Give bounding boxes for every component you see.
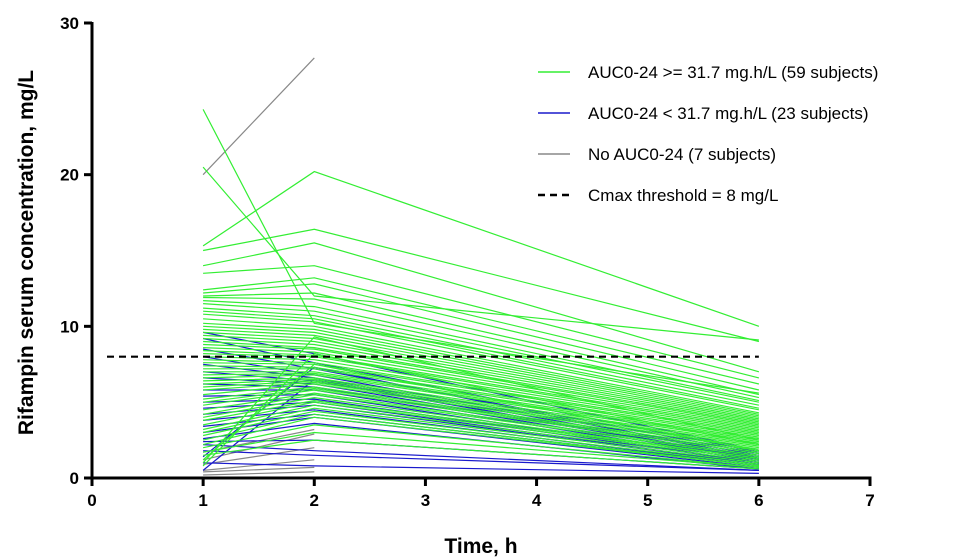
x-tick-label-4: 4 [532, 491, 542, 510]
series-0-subject-24-line [203, 347, 759, 427]
series-0-subject-23-line [203, 343, 760, 426]
x-tick-label-6: 6 [754, 491, 763, 510]
series-0-subject-6-line [203, 277, 760, 385]
legend-label-3: Cmax threshold = 8 mg/L [588, 186, 778, 205]
series-0-subject-58-line [202, 352, 760, 467]
series-0-subject-8-line [203, 292, 760, 396]
series-0-subject-5-line [203, 265, 760, 379]
x-tick-label-7: 7 [865, 491, 874, 510]
series-0-subject-41-line [203, 387, 759, 453]
series-2-subject-3-line [203, 447, 315, 465]
y-tick-label-0: 0 [70, 469, 79, 488]
series-0-subject-54-line [202, 431, 759, 468]
series-0-subject-39-line [203, 383, 759, 450]
x-tick-label-1: 1 [198, 491, 207, 510]
series-0-subject-51-line [202, 413, 759, 467]
series-0-subject-7-line [203, 283, 760, 391]
series-0-subject-28-line [203, 359, 759, 434]
y-axis-title: Rifampin serum concentration, mg/L [15, 70, 38, 435]
series-0-subject-19-line [203, 331, 760, 420]
series-0-subject-10-line [203, 300, 760, 402]
y-tick-label-30: 30 [60, 14, 79, 33]
series-0-subject-38-line [203, 381, 759, 449]
series-1-subject-19-line [203, 450, 759, 471]
series-2-subject-5-line [203, 466, 315, 473]
series-0-subject-40-line [203, 386, 759, 452]
series-1-subject-18-line [203, 444, 759, 471]
series-0-subject-37-line [203, 380, 759, 447]
series-0-subject-34-line [203, 374, 759, 443]
series-0-subject-33-line [203, 372, 759, 441]
legend-item-2: No AUC0-24 (7 subjects) [538, 145, 776, 164]
series-0-lines [202, 109, 760, 470]
series-0-subject-57-line [202, 336, 760, 464]
series-0-subject-32-line [203, 371, 759, 440]
series-0-subject-17-line [203, 325, 760, 417]
series-0-subject-22-line [203, 340, 760, 424]
series-0-subject-25-line [203, 350, 759, 429]
x-tick-label-5: 5 [643, 491, 652, 510]
series-0-subject-14-line [203, 313, 760, 411]
series-0-subject-52-line [202, 416, 759, 467]
series-0-subject-53-line [202, 424, 759, 468]
series-0-subject-9-line [203, 296, 760, 399]
series-0-subject-36-line [203, 378, 759, 446]
series-2-subject-0-line [202, 57, 315, 176]
x-tick-label-3: 3 [421, 491, 430, 510]
legend: AUC0-24 >= 31.7 mg.h/L (59 subjects) AUC0… [538, 63, 878, 205]
axes: 0 1 2 3 4 5 6 7 0 10 20 30 Time, h Rifampin serum con… [15, 14, 875, 558]
series-0-subject-44-line [202, 393, 759, 458]
legend-item-0: AUC0-24 >= 31.7 mg.h/L (59 subjects) [538, 63, 878, 82]
x-tick-label-2: 2 [310, 491, 319, 510]
series-0-subject-47-line [202, 401, 759, 461]
series-0-subject-4-line [202, 242, 760, 373]
x-axis-title: Time, h [444, 535, 517, 558]
series-0-subject-11-line [203, 303, 760, 403]
series-0-subject-2-line [202, 170, 760, 327]
legend-label-0: AUC0-24 >= 31.7 mg.h/L (59 subjects) [588, 63, 878, 82]
series-0-subject-21-line [203, 337, 760, 423]
series-0-subject-12-line [203, 307, 760, 406]
series-0-subject-49-line [202, 407, 759, 464]
legend-item-1: AUC0-24 < 31.7 mg.h/L (23 subjects) [538, 104, 868, 123]
legend-item-3: Cmax threshold = 8 mg/L [538, 186, 778, 205]
x-tick-label-0: 0 [87, 491, 96, 510]
series-0-subject-15-line [203, 318, 760, 414]
series-0-subject-13-line [203, 310, 760, 409]
profile-lines [202, 57, 760, 476]
series-0-subject-16-line [203, 322, 760, 415]
series-0-subject-18-line [203, 328, 760, 418]
legend-label-2: No AUC0-24 (7 subjects) [588, 145, 776, 164]
series-1-subject-10-line [203, 398, 759, 464]
y-tick-label-20: 20 [60, 166, 79, 185]
series-2-subject-6-line [203, 471, 315, 476]
series-0-subject-30-line [203, 365, 759, 437]
y-tick-label-10: 10 [60, 317, 79, 336]
legend-label-1: AUC0-24 < 31.7 mg.h/L (23 subjects) [588, 104, 868, 123]
series-0-subject-1-line [202, 166, 759, 341]
series-0-subject-45-line [202, 396, 759, 459]
series-0-subject-3-line [202, 228, 760, 343]
series-0-subject-55-line [203, 439, 759, 470]
series-1-subject-21-line [203, 462, 759, 474]
series-2-subject-4-line [203, 459, 315, 471]
series-0-subject-20-line [203, 334, 760, 421]
series-0-subject-42-line [203, 389, 759, 455]
series-0-subject-46-line [202, 399, 759, 459]
series-0-subject-43-line [203, 392, 759, 456]
